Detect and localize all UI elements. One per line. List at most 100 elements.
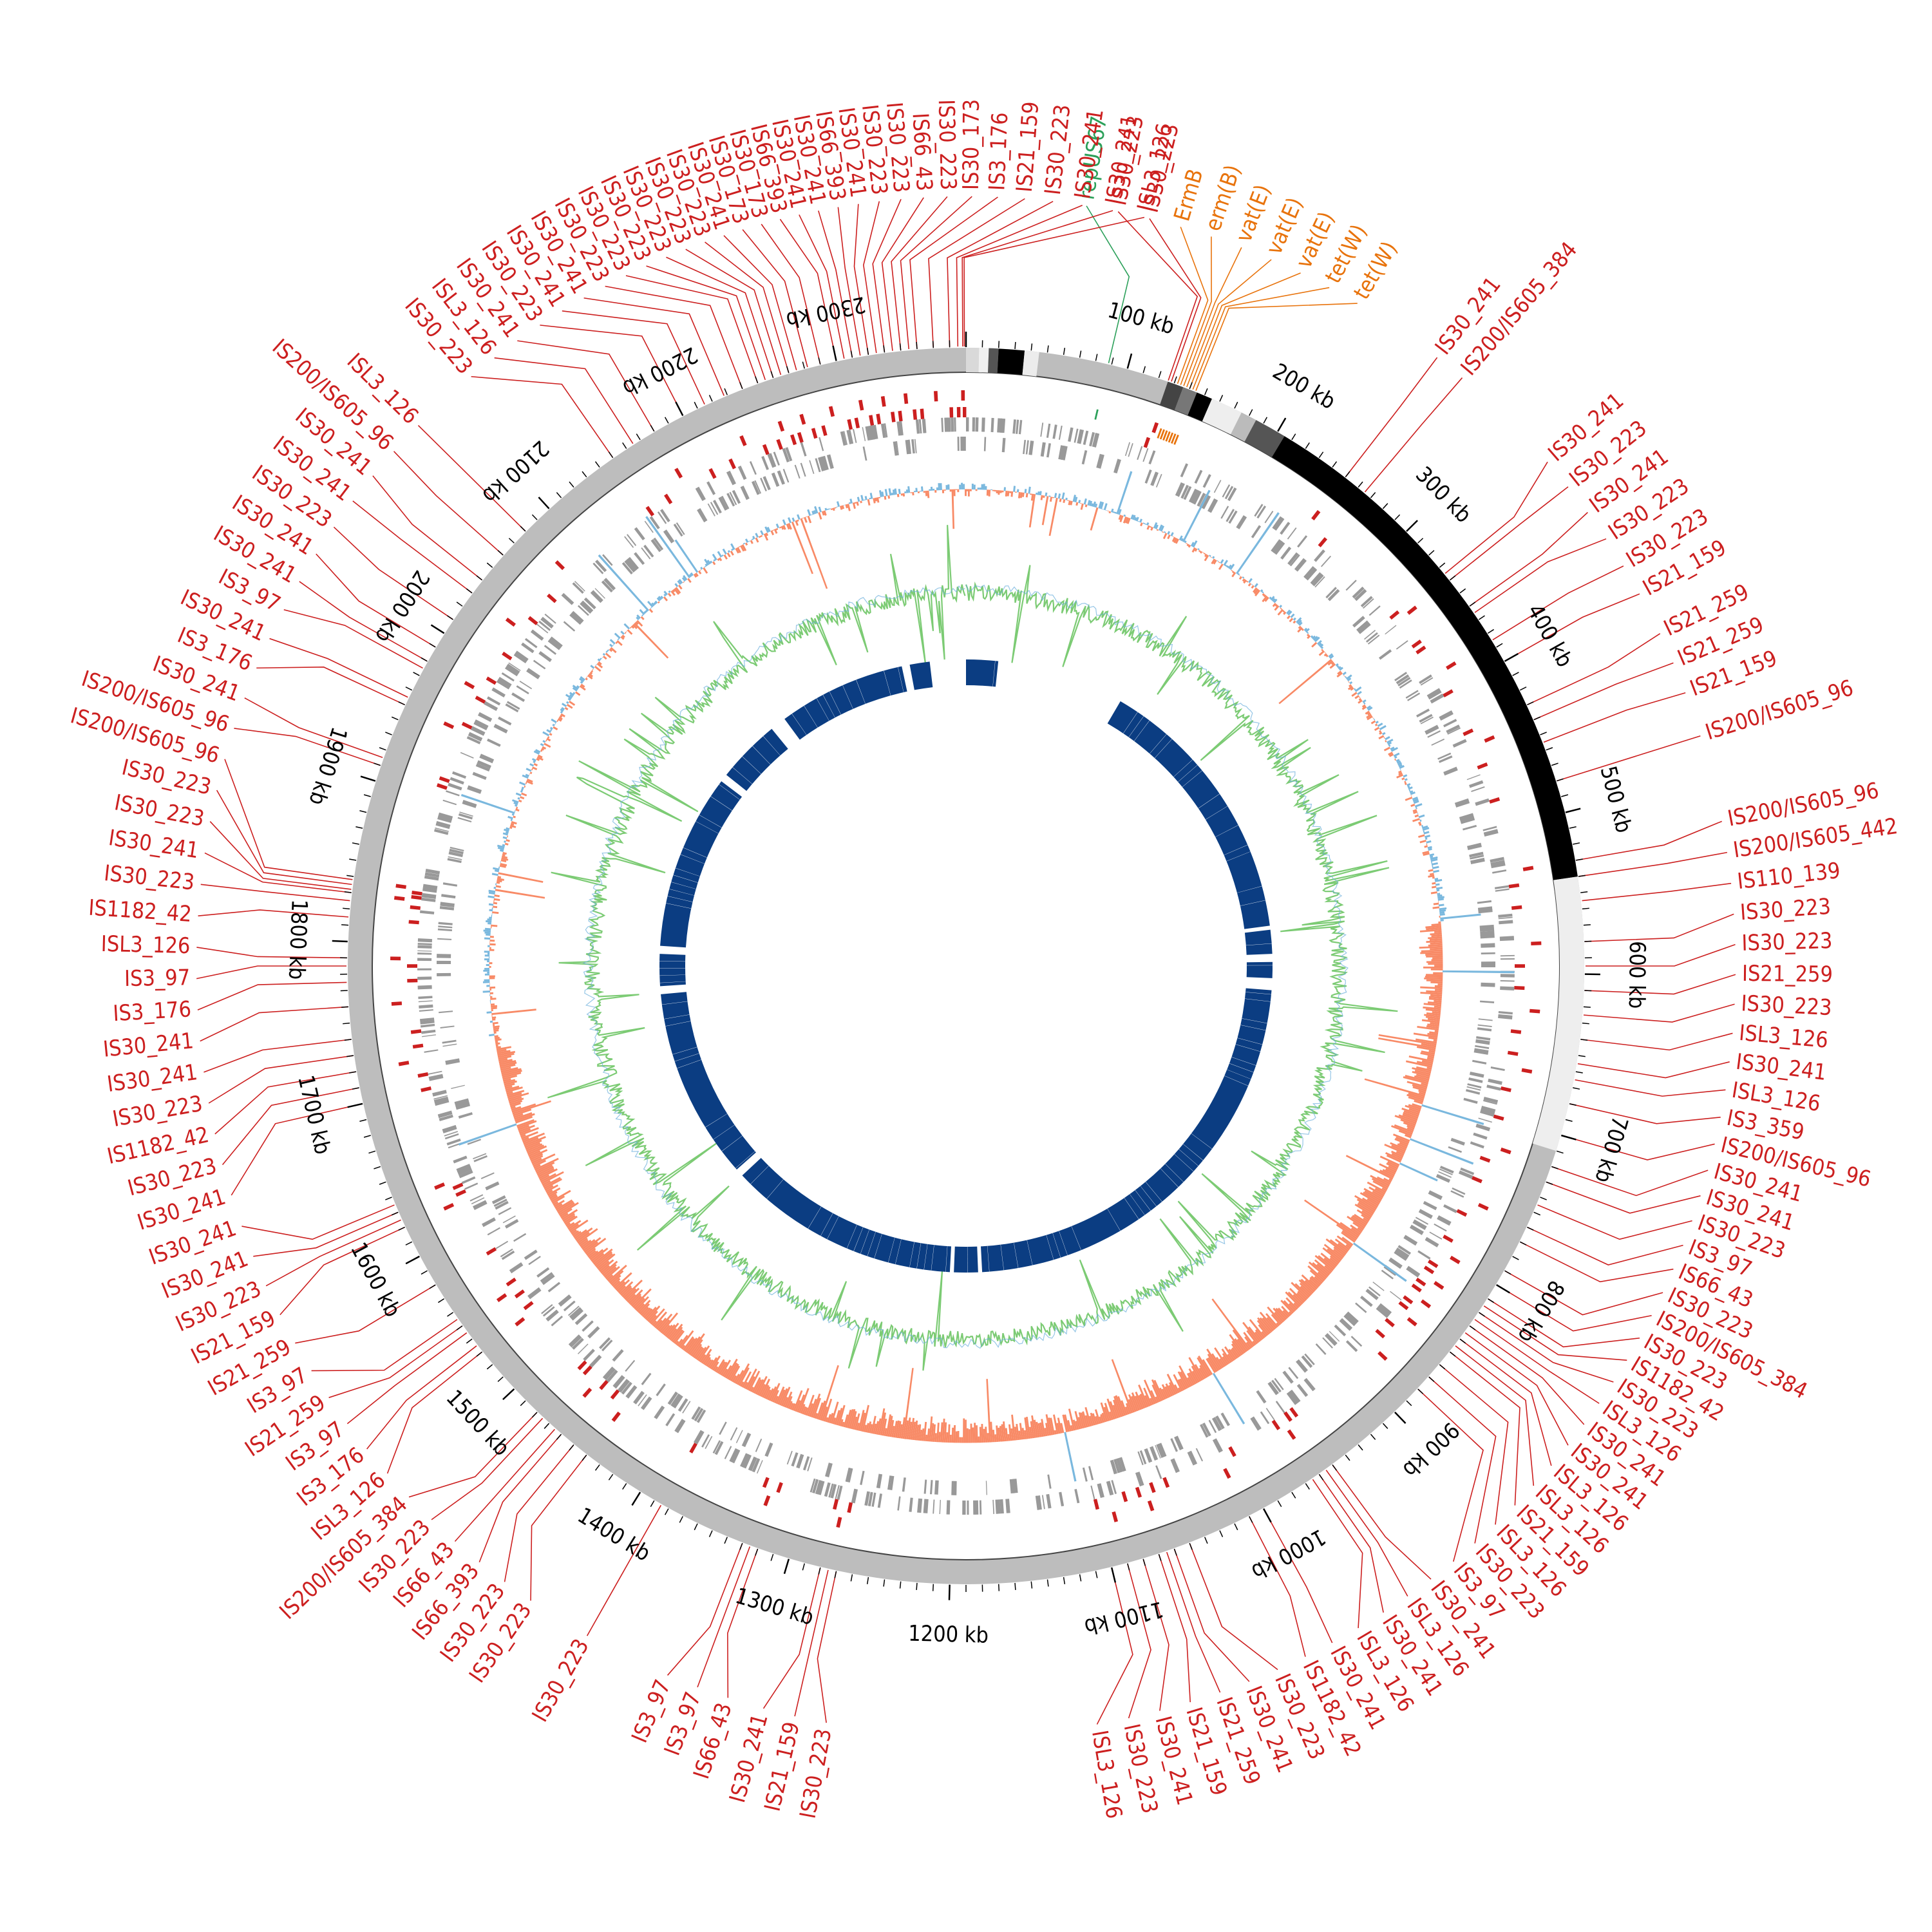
gc-bar bbox=[1010, 1428, 1014, 1441]
gc-bar bbox=[551, 1195, 565, 1204]
label-connector bbox=[818, 210, 853, 357]
minor-tick bbox=[1573, 1087, 1580, 1090]
gene-block bbox=[748, 1456, 757, 1472]
gene-block bbox=[1294, 558, 1307, 572]
gc-bar bbox=[1301, 628, 1304, 631]
is-element-mark bbox=[1289, 1407, 1299, 1418]
gc-bar bbox=[586, 1247, 596, 1256]
gc-bar bbox=[1408, 1096, 1424, 1103]
gene-block bbox=[1142, 448, 1149, 462]
gene-block bbox=[825, 1463, 833, 1477]
gc-bar bbox=[1394, 1124, 1414, 1133]
gene-block bbox=[962, 1500, 966, 1515]
gc-bar bbox=[1432, 866, 1439, 869]
is-element-mark bbox=[763, 1495, 771, 1506]
gc-bar bbox=[1217, 560, 1219, 562]
gene-block bbox=[1046, 423, 1051, 438]
minor-tick bbox=[1428, 1376, 1435, 1382]
is-element-mark bbox=[1093, 1499, 1099, 1510]
gene-block bbox=[1256, 506, 1267, 519]
gc-bar bbox=[758, 1383, 766, 1397]
gc-bar bbox=[1379, 1163, 1397, 1173]
gc-bar bbox=[1311, 635, 1316, 639]
gc-bar bbox=[1385, 735, 1390, 741]
blast-gap bbox=[1064, 678, 1074, 703]
gc-bar bbox=[967, 489, 970, 497]
gc-bar bbox=[1412, 1084, 1427, 1090]
gene-block bbox=[1137, 446, 1143, 460]
gene-block bbox=[1475, 1123, 1491, 1132]
gene-block bbox=[536, 623, 549, 634]
gc-bar bbox=[930, 486, 933, 491]
is-element-mark bbox=[1398, 1301, 1409, 1311]
gc-bar bbox=[506, 838, 510, 842]
gene-block bbox=[654, 1405, 665, 1419]
gc-bar bbox=[1045, 1414, 1052, 1436]
gc-bar bbox=[1065, 497, 1068, 500]
gc-bar bbox=[709, 560, 713, 564]
region-highlight bbox=[1202, 399, 1242, 435]
minor-tick bbox=[1370, 492, 1376, 498]
gene-block bbox=[1156, 1444, 1164, 1458]
gc-bar bbox=[1336, 1224, 1358, 1240]
gc-bar bbox=[512, 799, 519, 804]
gc-bar bbox=[887, 495, 891, 499]
blast-gap bbox=[1059, 1231, 1068, 1256]
gc-bar bbox=[1297, 1291, 1307, 1301]
gc-bar bbox=[1403, 1076, 1429, 1084]
blast-hit-arc bbox=[954, 1246, 978, 1273]
gene-block bbox=[1200, 1424, 1209, 1438]
gc-bar bbox=[592, 668, 594, 671]
gc-bar bbox=[566, 703, 573, 709]
minor-tick bbox=[1469, 601, 1476, 607]
gc-bar bbox=[978, 1436, 980, 1443]
gc-bar bbox=[565, 694, 573, 699]
gc-bar bbox=[1248, 578, 1253, 583]
gene-block bbox=[621, 1381, 632, 1395]
gc-bar bbox=[549, 729, 553, 732]
gc-bar bbox=[1083, 498, 1087, 505]
label-connector bbox=[1177, 227, 1209, 384]
gene-block bbox=[877, 1493, 882, 1508]
is-element-mark bbox=[1228, 1446, 1236, 1457]
gc-bar bbox=[875, 1421, 879, 1435]
gc-bar bbox=[878, 490, 882, 498]
gc-bar bbox=[955, 489, 958, 490]
gene-block bbox=[917, 1498, 923, 1513]
gc-bar bbox=[1159, 1387, 1166, 1400]
gc-bar bbox=[1260, 589, 1264, 592]
gene-block bbox=[1305, 568, 1318, 581]
gc-bar bbox=[1335, 663, 1339, 667]
gene-block bbox=[513, 1233, 527, 1242]
gc-bar bbox=[551, 718, 557, 723]
gc-bar bbox=[804, 516, 808, 523]
gene-block bbox=[1439, 1168, 1453, 1175]
gc-bar bbox=[834, 507, 837, 509]
minor-tick bbox=[1014, 1582, 1016, 1591]
gc-bar bbox=[1050, 1417, 1055, 1435]
minor-tick bbox=[1582, 1022, 1589, 1025]
blast-gap bbox=[791, 714, 807, 735]
gc-bar bbox=[1433, 902, 1439, 905]
gene-block bbox=[1079, 430, 1084, 444]
gc-bar bbox=[506, 827, 510, 831]
gc-bar bbox=[743, 542, 746, 545]
gc-bar bbox=[636, 1303, 645, 1312]
gc-bar bbox=[717, 551, 723, 558]
gc-bar bbox=[1202, 1359, 1213, 1376]
gc-bar bbox=[514, 1112, 533, 1121]
gc-bar bbox=[1430, 855, 1434, 858]
gc-bar bbox=[1103, 503, 1108, 511]
gene-block bbox=[1274, 518, 1285, 531]
gene-block bbox=[528, 1256, 541, 1265]
blast-gap bbox=[661, 1001, 688, 1005]
gc-bar bbox=[1001, 490, 1004, 493]
gc-bar bbox=[571, 1230, 580, 1236]
label-connector bbox=[1578, 851, 1728, 877]
gene-block bbox=[871, 1492, 876, 1507]
minor-tick bbox=[1158, 371, 1162, 379]
gc-bar bbox=[869, 1424, 873, 1434]
gene-block bbox=[1427, 730, 1441, 738]
gene-block bbox=[1327, 589, 1340, 601]
gc-bar bbox=[610, 647, 617, 654]
